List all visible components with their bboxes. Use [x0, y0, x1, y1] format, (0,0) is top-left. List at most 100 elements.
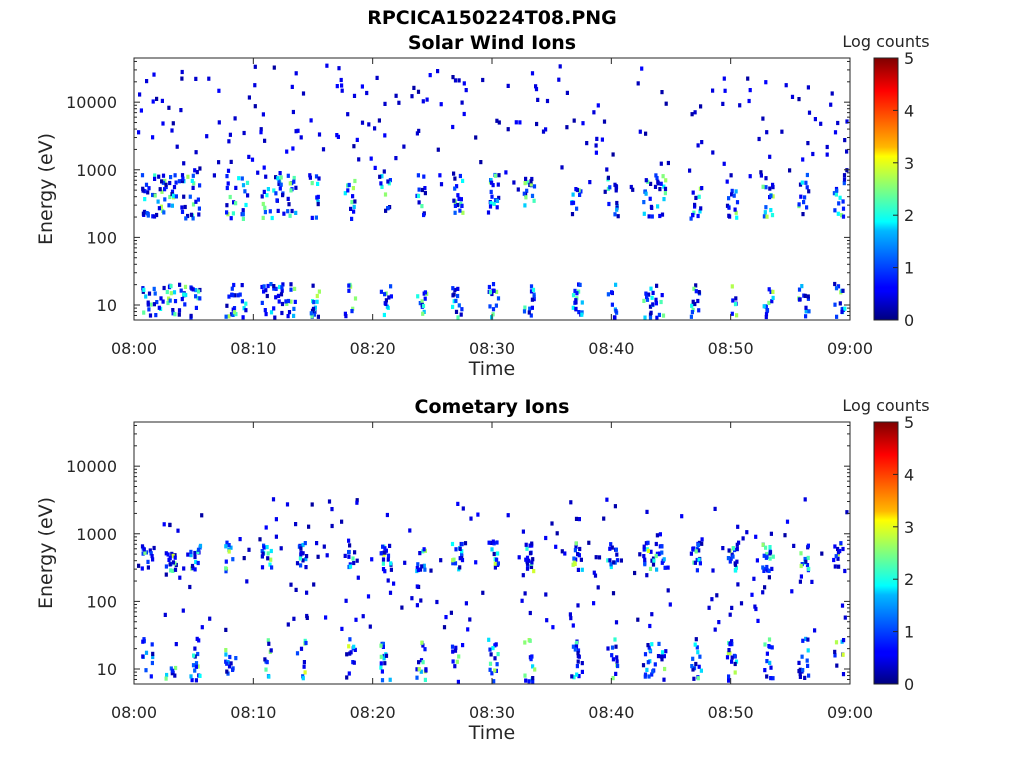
spectrogram-cell [529, 179, 533, 184]
spectrogram-cell [225, 203, 229, 208]
spectrogram-cell [394, 156, 398, 161]
spectrogram-cell [352, 560, 356, 566]
spectrogram-cell [735, 200, 740, 205]
spectrogram-cell [152, 72, 156, 77]
spectrogram-cell [689, 551, 693, 556]
spectrogram-cell [177, 179, 181, 184]
spectrogram-cell [761, 590, 765, 595]
spectrogram-cell [351, 556, 355, 561]
spectrogram-cell [522, 191, 526, 196]
spectrogram-cell [730, 311, 734, 316]
spectrogram-cell [344, 314, 348, 319]
spectrogram-cell [287, 202, 291, 207]
spectrogram-cell [798, 674, 802, 679]
spectrogram-cell [723, 88, 727, 93]
spectrogram-cell [571, 192, 575, 197]
spectrogram-cell [804, 314, 808, 319]
spectrogram-cell [715, 593, 719, 598]
spectrogram-cell [738, 103, 742, 108]
spectrogram-cell [229, 661, 233, 666]
spectrogram-cell [425, 97, 429, 102]
spectrogram-cell [644, 191, 648, 196]
spectrogram-cell [523, 673, 527, 678]
spectrogram-cell [643, 315, 647, 320]
spectrogram-cell [572, 675, 576, 680]
spectrogram-cell [490, 671, 494, 676]
spectrogram-cell [183, 302, 187, 307]
y-tick-label: 10000 [66, 457, 117, 476]
spectrogram-cell [286, 173, 290, 178]
spectrogram-cell [442, 625, 447, 630]
spectrogram-cell [360, 84, 364, 89]
spectrogram-cell [150, 660, 154, 666]
spectrogram-cell [196, 296, 200, 301]
spectrogram-cell [354, 617, 358, 622]
spectrogram-cell [453, 186, 457, 191]
spectrogram-cell [493, 668, 497, 673]
spectrogram-cell [294, 210, 298, 215]
spectrogram-cell [253, 83, 257, 88]
spectrogram-cell [530, 560, 534, 565]
spectrogram-cell [383, 292, 387, 297]
spectrogram-cell [314, 215, 318, 220]
spectrogram-cell [303, 670, 307, 675]
spectrogram-cell [238, 292, 242, 297]
spectrogram-cell [732, 653, 736, 658]
spectrogram-cell [833, 208, 837, 213]
spectrogram-cell [646, 548, 650, 553]
spectrogram-cell [198, 673, 202, 678]
spectrogram-cell [277, 299, 281, 304]
spectrogram-cell [143, 550, 147, 555]
solar-wind-y-axis: 10 100 1000 10000 [66, 60, 850, 321]
spectrogram-cell [645, 294, 649, 300]
spectrogram-cell [694, 289, 698, 294]
spectrogram-cell [310, 314, 314, 319]
spectrogram-cell [764, 555, 768, 560]
spectrogram-cell [233, 116, 237, 121]
spectrogram-cell [524, 557, 528, 562]
spectrogram-cell [353, 199, 357, 204]
spectrogram-cell [292, 616, 296, 621]
spectrogram-cell [644, 131, 648, 136]
spectrogram-cell [159, 204, 163, 209]
spectrogram-cell [160, 179, 164, 184]
spectrogram-cell [190, 178, 194, 183]
spectrogram-cell [574, 298, 578, 303]
x-tick-label: 08:50 [708, 339, 754, 358]
spectrogram-cell [164, 676, 168, 681]
spectrogram-cell [797, 669, 801, 674]
spectrogram-cell [368, 624, 372, 629]
spectrogram-cell [171, 553, 175, 558]
spectrogram-cell [141, 186, 145, 191]
spectrogram-cell [263, 205, 267, 210]
spectrogram-cell [420, 299, 424, 304]
spectrogram-cell [260, 284, 264, 290]
spectrogram-cell [284, 299, 288, 304]
spectrogram-cell [615, 659, 619, 664]
spectrogram-cell [260, 565, 265, 570]
spectrogram-cell [573, 288, 577, 293]
spectrogram-cell [389, 294, 393, 299]
spectrogram-cell [265, 193, 269, 198]
spectrogram-cell [456, 193, 460, 198]
spectrogram-cell [614, 282, 618, 287]
spectrogram-cell [488, 667, 492, 672]
spectrogram-cell [451, 75, 455, 80]
spectrogram-cell [645, 667, 649, 672]
spectrogram-cell [227, 543, 231, 548]
spectrogram-cell [727, 196, 731, 201]
spectrogram-cell [321, 147, 326, 152]
spectrogram-cell [293, 299, 297, 304]
spectrogram-cell [664, 649, 668, 654]
spectrogram-cell [260, 300, 264, 305]
spectrogram-cell [264, 288, 268, 293]
spectrogram-cell [807, 673, 811, 678]
spectrogram-cell [570, 201, 574, 206]
spectrogram-cell [771, 289, 775, 294]
spectrogram-cell [530, 297, 534, 302]
spectrogram-cell [459, 201, 463, 206]
spectrogram-cell [608, 558, 612, 563]
solar-wind-colorbar-gradient [874, 58, 898, 320]
spectrogram-cell [609, 562, 613, 567]
spectrogram-cell [262, 189, 266, 194]
